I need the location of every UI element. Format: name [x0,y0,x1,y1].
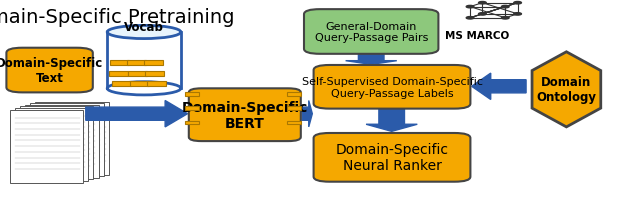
Text: Self-Supervised Domain-Specific
Query-Passage Labels: Self-Supervised Domain-Specific Query-Pa… [301,77,483,98]
Polygon shape [366,109,417,132]
Circle shape [467,17,474,20]
FancyBboxPatch shape [147,82,166,87]
FancyBboxPatch shape [287,106,301,110]
Circle shape [502,6,509,9]
FancyBboxPatch shape [128,72,147,77]
FancyBboxPatch shape [112,82,131,87]
Text: Domain-Specific Pretraining: Domain-Specific Pretraining [0,8,235,27]
FancyBboxPatch shape [35,102,109,175]
FancyBboxPatch shape [109,72,128,77]
FancyBboxPatch shape [10,110,83,183]
Ellipse shape [107,82,181,96]
Polygon shape [532,53,601,127]
FancyBboxPatch shape [185,106,199,110]
Circle shape [467,6,474,9]
Circle shape [514,14,522,16]
FancyBboxPatch shape [130,82,149,87]
FancyBboxPatch shape [108,33,181,89]
FancyBboxPatch shape [304,10,438,55]
Text: MS MARCO: MS MARCO [445,30,509,40]
FancyBboxPatch shape [6,48,93,93]
Circle shape [502,17,509,20]
Circle shape [479,14,486,16]
FancyBboxPatch shape [287,92,301,96]
FancyBboxPatch shape [110,61,129,66]
Ellipse shape [107,26,181,39]
FancyBboxPatch shape [25,105,99,178]
Circle shape [514,2,522,5]
Text: Domain
Ontology: Domain Ontology [536,76,596,104]
FancyBboxPatch shape [30,104,104,176]
FancyBboxPatch shape [185,121,199,125]
Polygon shape [86,101,188,127]
Text: General-Domain
Query-Passage Pairs: General-Domain Query-Passage Pairs [314,22,428,43]
FancyBboxPatch shape [189,89,301,141]
FancyBboxPatch shape [127,61,146,66]
Text: Domain-Specific
BERT: Domain-Specific BERT [182,100,308,130]
FancyBboxPatch shape [15,108,88,181]
FancyBboxPatch shape [20,107,93,180]
Text: Domain-Specific
Neural Ranker: Domain-Specific Neural Ranker [335,143,449,173]
FancyBboxPatch shape [185,92,199,96]
Text: Domain-Specific
Text: Domain-Specific Text [0,57,103,85]
FancyBboxPatch shape [287,121,301,125]
Polygon shape [346,55,397,65]
Polygon shape [302,101,312,127]
Polygon shape [472,74,526,100]
Text: Vocab: Vocab [124,21,164,34]
FancyBboxPatch shape [314,133,470,182]
Circle shape [479,2,486,5]
FancyBboxPatch shape [145,72,164,77]
FancyBboxPatch shape [314,66,470,109]
FancyBboxPatch shape [144,61,163,66]
